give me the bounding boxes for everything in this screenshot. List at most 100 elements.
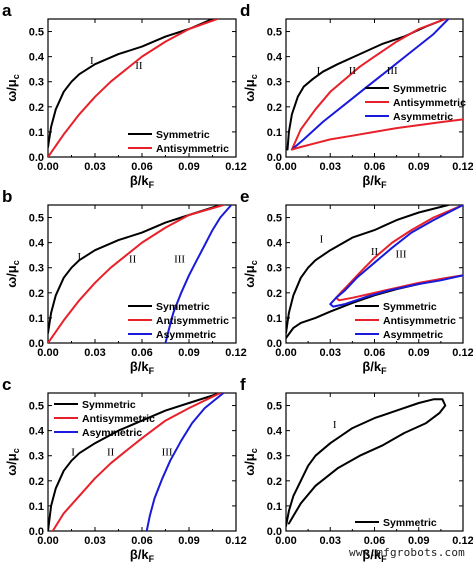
x-tick-label: 0.03 [84,535,105,547]
x-tick-label: 0.03 [84,161,105,173]
legend-entry: Asymmetric [393,111,453,123]
series-line-antisymmetric [51,393,222,531]
x-tick-label: 0.00 [37,347,58,359]
series-line-symmetric [48,393,222,531]
legend-entry: Symmetric [393,83,447,95]
x-tick-label: 0.00 [37,161,58,173]
y-tick-label: 0.3 [29,263,44,275]
legend-entry: Asymmetric [156,329,216,341]
watermark-text: www.mfgrobots.com [349,546,465,559]
y-tick-label: 0.0 [267,152,282,164]
y-tick-label: 0.3 [267,451,282,463]
legend-entry: Antisymmetric [156,315,229,327]
x-tick-label: 0.12 [452,535,473,547]
y-axis-label: ω/μc [4,74,21,102]
branch-label: I [90,55,94,67]
x-tick-label: 0.09 [178,161,199,173]
branch-label: III [162,447,173,459]
y-tick-label: 0.4 [29,52,45,64]
x-tick-label: 0.06 [364,347,385,359]
y-tick-label: 0.1 [29,501,44,513]
series-line-antisymmetric [48,205,225,343]
x-tick-label: 0.00 [275,161,296,173]
branch-label: I [320,234,324,246]
legend-entry: Symmetric [82,399,136,411]
x-tick-label: 0.12 [225,161,246,173]
y-axis-label: ω/μc [4,260,21,288]
x-axis-label: β/kF [130,547,155,563]
legend-entry: Symmetric [383,301,437,313]
y-tick-label: 0.1 [267,127,282,139]
y-tick-label: 0.5 [29,213,44,225]
y-tick-label: 0.2 [267,102,282,114]
legend-entry: Symmetric [383,517,437,529]
x-axis-label: β/kF [130,359,155,376]
y-axis-label: ω/μc [242,448,259,476]
plot-frame [285,392,464,532]
panel-letter: f [240,375,246,394]
branch-label: II [349,65,357,77]
legend-entry: Asymmetric [82,427,142,439]
y-tick-label: 0.5 [29,27,44,39]
x-tick-label: 0.03 [320,535,341,547]
x-axis-label: β/kF [130,173,155,190]
panel-letter: c [2,375,11,394]
panel-f: f 0.00 0.03 0.06 0.09 0.12 0.0 0.1 0.2 0.3 0.4 0.5 β… [240,375,473,563]
series-line-asymmetric [290,19,450,151]
y-tick-label: 0.0 [267,338,282,350]
series-line-asymmetric [329,205,463,308]
legend-entry: Antisymmetric [156,143,229,155]
y-tick-label: 0.2 [29,102,44,114]
panel-letter: a [2,1,12,20]
branch-label: II [135,60,143,72]
branch-label: II [371,246,379,258]
y-tick-label: 0.4 [267,426,283,438]
x-tick-label: 0.09 [408,347,429,359]
panel-letter: b [2,187,12,206]
legend-entry: Antisymmetric [383,315,456,327]
panel-letter: d [240,1,250,20]
y-tick-label: 0.2 [267,476,282,488]
series-line-symmetric [48,19,214,148]
y-tick-label: 0.4 [267,52,283,64]
x-tick-label: 0.06 [364,161,385,173]
x-axis-label: β/kF [362,359,387,376]
panel-e: e 0.00 0.03 0.06 0.09 0.12 0.0 0.1 0.2 0.3 0.4 0.5 β… [240,187,473,376]
x-tick-label: 0.09 [408,535,429,547]
series-line-asymmetric [145,393,225,531]
y-tick-label: 0.5 [29,401,44,413]
y-tick-label: 0.4 [267,238,283,250]
branch-label: III [387,65,398,77]
y-tick-label: 0.2 [29,476,44,488]
x-tick-label: 0.09 [178,347,199,359]
x-tick-label: 0.00 [275,535,296,547]
x-tick-label: 0.09 [178,535,199,547]
legend-entry: Symmetric [156,129,210,141]
y-tick-label: 0.5 [267,27,282,39]
x-tick-label: 0.03 [320,347,341,359]
x-tick-label: 0.03 [84,347,105,359]
x-axis-label: β/kF [362,173,387,190]
y-tick-label: 0.1 [267,501,282,513]
x-tick-label: 0.06 [131,535,152,547]
legend-entry: Asymmetric [383,329,443,341]
y-tick-label: 0.5 [267,401,282,413]
series-line-symmetric [286,205,450,334]
branch-label: I [317,65,321,77]
panel-a: a 0.00 0.03 0.06 0.09 0.12 0.0 0.1 0.2 0.3 0.4 0.5 β… [2,1,247,190]
y-tick-label: 0.0 [267,526,282,538]
y-axis-label: ω/μc [242,74,259,102]
y-tick-label: 0.3 [29,451,44,463]
x-tick-label: 0.12 [452,161,473,173]
series-line-antisymmetric [48,19,219,157]
series-line-asymmetric [164,205,233,343]
x-tick-label: 0.12 [225,347,246,359]
y-tick-label: 0.1 [29,313,44,325]
y-axis-label: ω/μc [4,448,21,476]
branch-label: I [333,419,337,431]
branch-label: III [174,254,185,266]
y-tick-label: 0.1 [29,127,44,139]
x-tick-label: 0.12 [225,535,246,547]
x-axis-label: β/kF [362,547,387,563]
